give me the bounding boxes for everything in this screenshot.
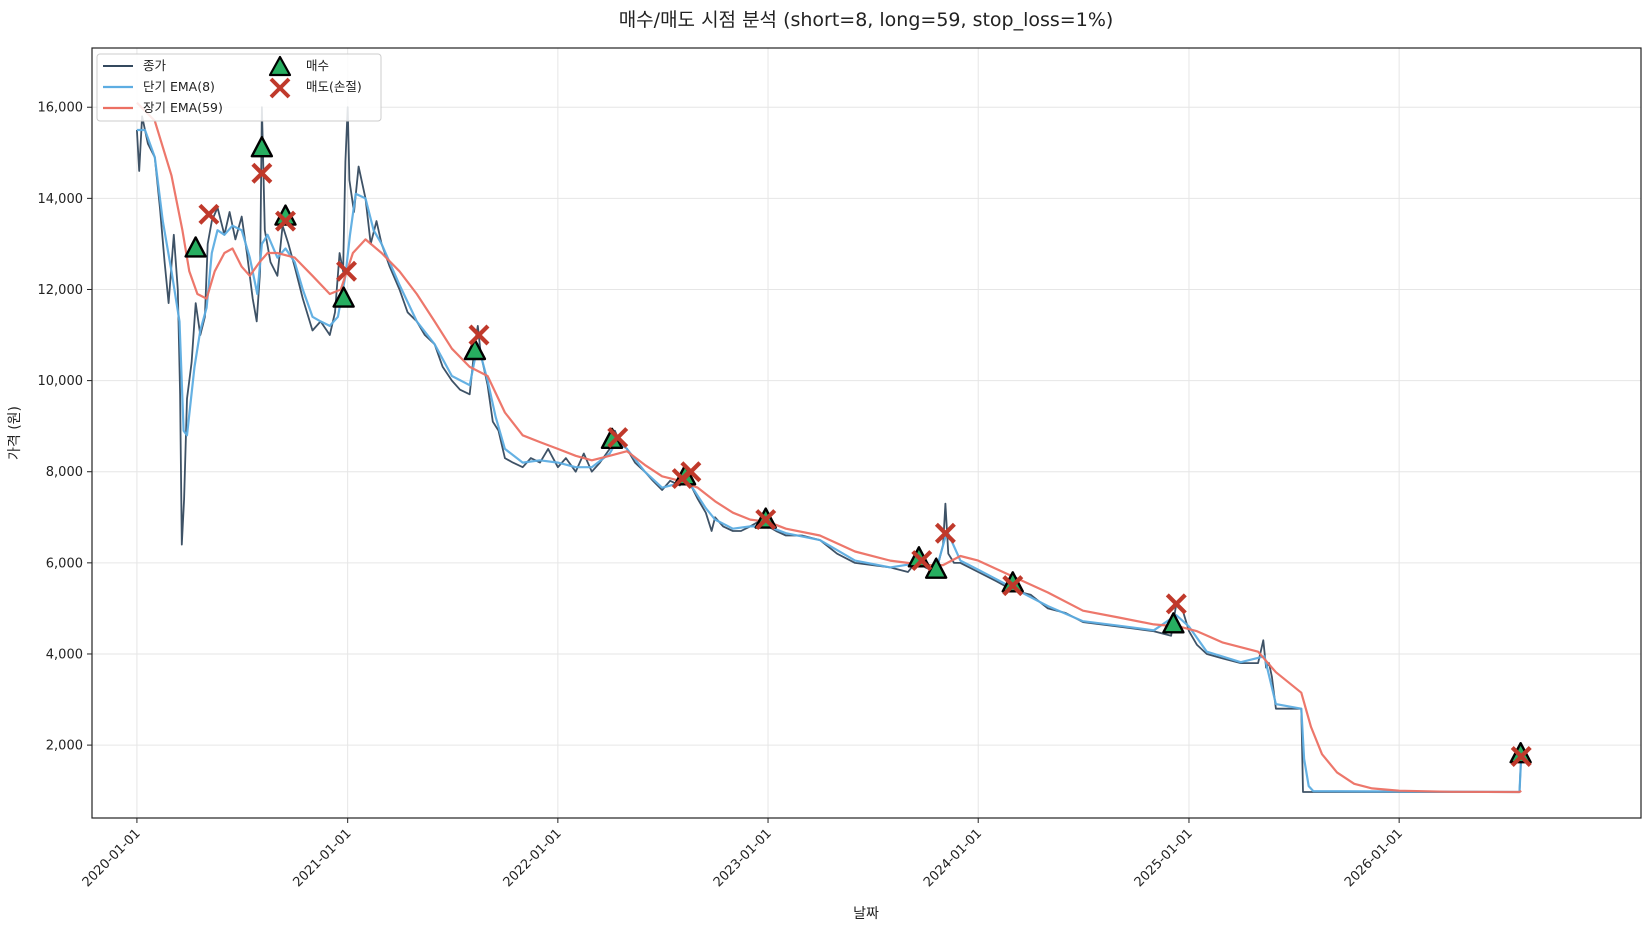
y-tick-label: 10,000 [38,374,84,389]
sell-marker [336,260,358,282]
grid [92,48,1641,818]
legend-buy-marker [268,55,292,77]
legend: 종가 단기 EMA(8) 장기 EMA(59) 매수 매도(손절) [96,53,382,122]
y-tick-label: 4,000 [46,647,83,662]
buy-marker [463,338,487,361]
marker-layer [184,136,1532,767]
legend-buy-label: 매수 [306,58,329,73]
chart-title: 매수/매도 시점 분석 (short=8, long=59, stop_loss… [619,9,1114,31]
y-tick-label: 12,000 [38,283,84,298]
buy-marker [184,236,207,258]
legend-sell-label: 매도(손절) [306,79,362,94]
sell-marker [251,162,273,184]
sell-marker [1002,575,1024,597]
buy-marker [332,286,355,308]
x-tick-label: 2022-01-01 [501,826,565,890]
sell-marker [934,522,956,544]
sell-marker [607,427,629,449]
legend-box [96,53,382,122]
sell-marker [274,210,296,232]
legend-ema-long-label: 장기 EMA(59) [143,100,223,115]
sell-marker [680,461,702,483]
series-layer [136,101,1523,794]
sell-marker [1510,746,1532,767]
y-tick-label: 14,000 [38,192,84,207]
x-tick-label: 2020-01-01 [80,826,144,890]
y-tick-label: 2,000 [46,739,83,754]
y-tick-label: 6,000 [46,556,83,571]
buy-marker [250,136,274,158]
x-tick-label: 2025-01-01 [1132,826,1196,890]
sell-marker [911,550,933,572]
y-tick-label: 8,000 [46,465,83,480]
sell-marker [755,509,777,531]
x-tick-label: 2021-01-01 [290,826,354,890]
buy-marker [1162,612,1185,634]
sell-marker [468,324,490,346]
series-line-ema-long [136,101,1522,794]
series-line-close [136,106,1523,793]
series-line-ema-short [136,128,1523,794]
x-tick-label: 2024-01-01 [921,826,985,890]
x-tick-label: 2026-01-01 [1342,826,1406,890]
legend-close-label: 종가 [143,58,167,73]
sell-marker [1165,593,1187,615]
legend-sell-marker [269,77,291,99]
y-axis-label: 가격 (원) [7,406,23,460]
legend-ema-short-label: 단기 EMA(8) [143,79,215,94]
y-tick-label: 16,000 [38,101,84,116]
sell-marker [198,203,220,225]
x-axis-label: 날짜 [853,906,879,922]
x-tick-label: 2023-01-01 [711,826,775,890]
plot-frame [91,47,1642,819]
